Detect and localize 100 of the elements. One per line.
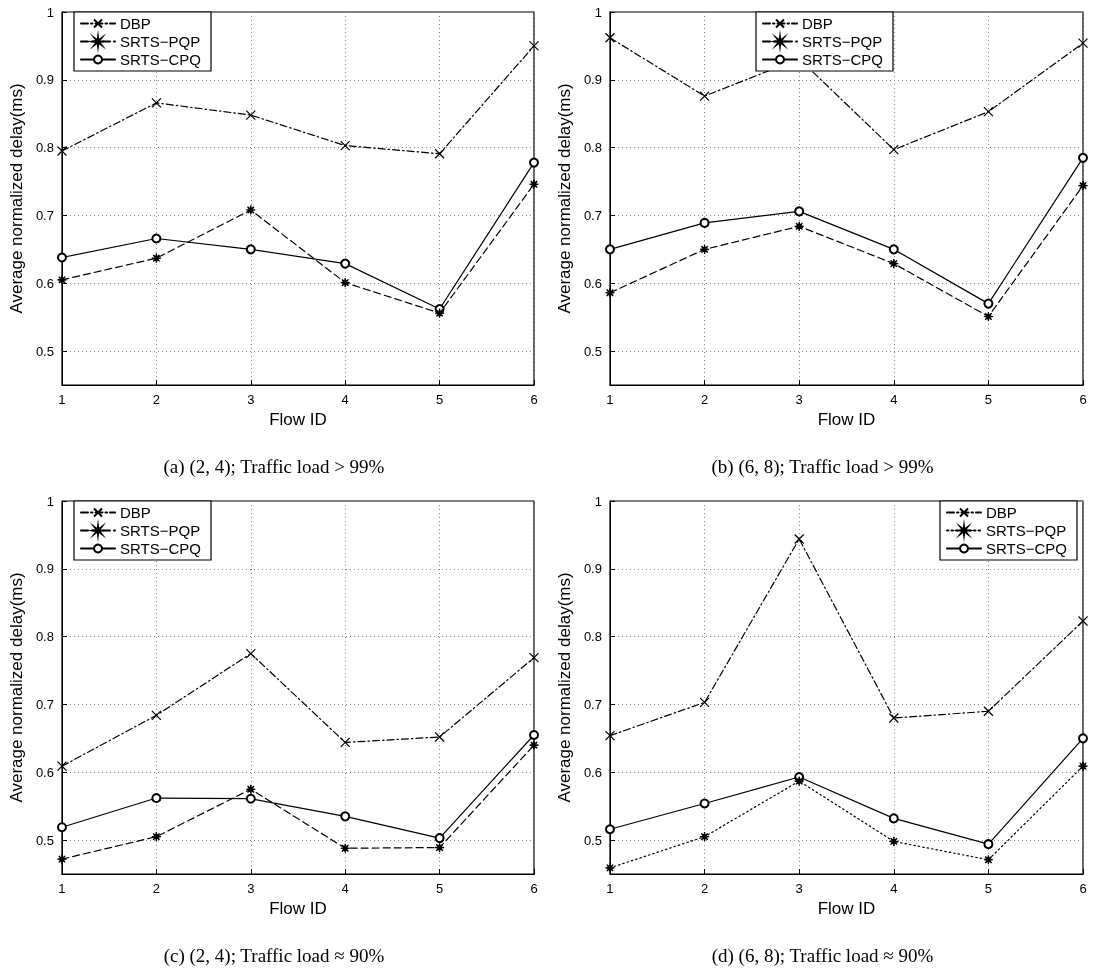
text: (b) (6, 8); Traffic load > 99% [711, 456, 934, 478]
legend-label: DBP [120, 15, 151, 32]
x-axis-title: Flow ID [269, 898, 327, 918]
point [151, 97, 162, 108]
y-axis-title: Average normalized delay(ms) [555, 83, 574, 314]
legend-label: DBP [802, 15, 833, 32]
point [56, 853, 68, 865]
legend-label: SRTS−CPQ [120, 51, 201, 68]
x-tick-label: 6 [1079, 881, 1087, 896]
point [699, 831, 710, 842]
x-tick-label: 4 [890, 881, 898, 896]
point [699, 244, 710, 255]
y-tick-label: 0.5 [35, 832, 54, 848]
point [151, 233, 162, 244]
point [983, 854, 994, 865]
x-tick-label: 2 [152, 392, 160, 407]
y-tick-label: 0.7 [583, 207, 602, 223]
point [245, 648, 256, 659]
x-tick-label: 4 [341, 881, 349, 896]
y-tick-label: 0.8 [35, 140, 54, 156]
y-axis-title: Average normalized delay(ms) [7, 572, 26, 803]
point [151, 793, 162, 804]
y-tick-label: 1 [594, 4, 602, 20]
point [56, 145, 68, 157]
x-tick-label: 6 [530, 392, 538, 407]
point [1077, 761, 1089, 772]
point [528, 179, 540, 190]
x-tick-label: 5 [984, 392, 993, 407]
point [888, 836, 899, 847]
x-tick-label: 6 [530, 881, 538, 896]
point [340, 737, 351, 748]
point [245, 204, 256, 216]
point [434, 148, 445, 159]
y-tick-label: 0.8 [583, 629, 602, 645]
point [245, 793, 256, 804]
point [699, 90, 710, 102]
point [604, 730, 616, 741]
y-tick-label: 0.7 [35, 696, 54, 712]
y-tick-label: 0.8 [583, 140, 602, 156]
text: (a) (2, 4); Traffic load > 99% [163, 456, 385, 478]
point [794, 775, 805, 787]
point [604, 32, 616, 43]
point [529, 157, 539, 168]
x-tick-label: 1 [606, 881, 614, 896]
y-tick-label: 1 [594, 493, 602, 509]
x-tick-label: 1 [606, 392, 614, 407]
y-tick-label: 0.6 [583, 764, 602, 780]
point [699, 217, 710, 228]
y-tick-label: 0.9 [583, 72, 602, 88]
x-tick-label: 6 [1079, 392, 1087, 407]
x-axis-title: Flow ID [817, 409, 876, 429]
x-axis-title: Flow ID [817, 898, 876, 918]
point [151, 831, 162, 842]
point [340, 258, 351, 269]
point [794, 533, 805, 545]
y-tick-label: 0.6 [583, 275, 602, 291]
y-tick-label: 0.6 [35, 764, 54, 780]
point [888, 813, 899, 824]
point [529, 729, 539, 740]
x-tick-label: 2 [700, 881, 709, 896]
point [888, 712, 899, 724]
x-tick-label: 3 [795, 881, 803, 896]
point [794, 221, 805, 232]
point [888, 244, 899, 255]
point [245, 109, 256, 121]
point [1077, 38, 1089, 49]
y-tick-label: 0.5 [583, 343, 602, 359]
point [56, 252, 67, 263]
y-tick-label: 1 [46, 4, 54, 20]
point [1078, 733, 1088, 744]
y-tick-label: 0.5 [35, 343, 54, 359]
point [528, 740, 540, 751]
x-tick-label: 3 [247, 392, 255, 407]
legend-label: DBP [986, 504, 1017, 521]
y-tick-label: 0.7 [35, 207, 54, 223]
point [699, 798, 710, 809]
y-tick-label: 0.9 [583, 561, 602, 577]
y-tick-label: 0.8 [35, 629, 54, 645]
x-tick-label: 5 [435, 392, 444, 407]
point [434, 833, 445, 844]
x-tick-label: 2 [152, 881, 160, 896]
point [56, 761, 68, 772]
y-tick-label: 0.5 [583, 832, 602, 848]
x-tick-label: 3 [795, 392, 803, 407]
legend-label: SRTS−PQP [802, 33, 883, 50]
x-tick-label: 5 [435, 881, 444, 896]
legend-label: SRTS−PQP [120, 522, 201, 539]
y-tick-label: 0.6 [35, 275, 54, 291]
x-tick-label: 4 [341, 392, 349, 407]
point [794, 206, 805, 217]
point [983, 106, 994, 117]
legend-label: DBP [120, 504, 151, 521]
point [245, 784, 256, 795]
x-tick-label: 4 [890, 392, 898, 407]
point [340, 843, 351, 854]
point [151, 253, 162, 264]
text: (c) (2, 4); Traffic load ≈ 90% [163, 945, 385, 967]
x-tick-label: 1 [58, 392, 66, 407]
x-tick-label: 1 [58, 881, 66, 896]
legend-label: SRTS−PQP [986, 522, 1067, 539]
